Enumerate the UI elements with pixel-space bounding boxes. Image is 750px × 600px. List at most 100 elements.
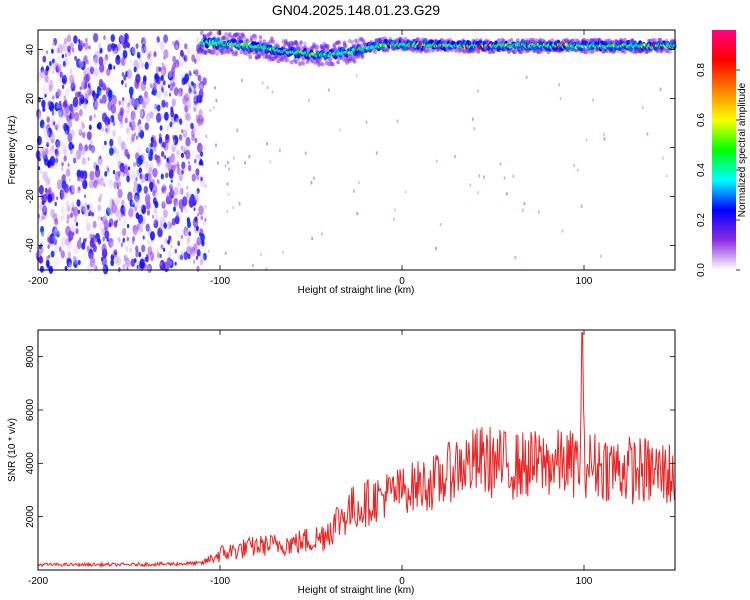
heatmap-cell bbox=[152, 214, 155, 219]
heatmap-cell bbox=[128, 207, 134, 218]
heatmap-cell bbox=[167, 162, 173, 172]
heatmap-cell bbox=[591, 49, 595, 54]
heatmap-cell bbox=[57, 64, 62, 72]
heatmap-cell bbox=[49, 148, 54, 158]
snr-x-ticks: -200 -100 0 100 bbox=[28, 330, 593, 587]
heatmap-cell bbox=[104, 54, 109, 61]
heatmap-cell bbox=[125, 245, 129, 252]
heatmap-cell bbox=[56, 228, 61, 235]
heatmap-cell bbox=[232, 205, 235, 210]
heatmap-cell bbox=[469, 183, 472, 187]
heatmap-cell bbox=[281, 250, 284, 255]
heatmap-cell bbox=[80, 154, 86, 166]
heatmap-cell bbox=[112, 73, 116, 81]
heatmap-cell bbox=[58, 117, 63, 125]
heatmap-cell bbox=[160, 173, 164, 180]
heatmap-cell bbox=[665, 174, 668, 178]
heatmap-cell bbox=[129, 121, 132, 128]
heatmap-cell bbox=[130, 120, 136, 131]
heatmap-cell bbox=[136, 51, 141, 59]
colorbar-label: Normalized spectral amplitude bbox=[737, 82, 748, 217]
heatmap-cell bbox=[172, 55, 176, 63]
heatmap-cell bbox=[148, 181, 154, 190]
heatmap-cell bbox=[42, 84, 47, 92]
heatmap-cell bbox=[39, 265, 44, 273]
heatmap-cell bbox=[111, 43, 116, 52]
heatmap-cell bbox=[592, 98, 595, 102]
heatmap-cell bbox=[192, 93, 198, 102]
heatmap-cell bbox=[170, 182, 173, 187]
heatmap-cell bbox=[174, 248, 178, 254]
heatmap-cell bbox=[87, 82, 91, 89]
heatmap-cell bbox=[195, 154, 198, 159]
heatmap-cell bbox=[167, 239, 171, 245]
heatmap-cell bbox=[148, 243, 151, 248]
heatmap-cell bbox=[195, 180, 200, 189]
heatmap-cell bbox=[171, 143, 176, 153]
heatmap-cell bbox=[65, 168, 71, 177]
heatmap-cell bbox=[53, 244, 59, 254]
heatmap-cell bbox=[150, 241, 155, 250]
heatmap-cell bbox=[192, 258, 196, 264]
spectrogram-x-axis-label: Height of straight line (km) bbox=[298, 285, 415, 296]
heatmap-cell bbox=[74, 55, 78, 62]
heatmap-cell bbox=[97, 141, 103, 152]
heatmap-cell bbox=[139, 173, 143, 180]
heatmap-cell bbox=[178, 55, 181, 60]
heatmap-cell bbox=[127, 143, 133, 153]
colorbar-gradient bbox=[712, 30, 736, 270]
heatmap-cell bbox=[174, 215, 180, 225]
heatmap-cell bbox=[188, 190, 192, 198]
heatmap-cell bbox=[50, 181, 54, 186]
y-tick-label: 20 bbox=[25, 93, 36, 105]
heatmap-cell bbox=[215, 98, 218, 103]
heatmap-cell bbox=[194, 137, 198, 143]
heatmap-cell bbox=[181, 124, 188, 135]
heatmap-cell bbox=[99, 177, 105, 186]
heatmap-cell bbox=[513, 48, 517, 53]
heatmap-cell bbox=[77, 91, 81, 98]
heatmap-cell bbox=[139, 96, 145, 105]
heatmap-cell bbox=[93, 54, 98, 64]
heatmap-cell bbox=[116, 154, 121, 162]
heatmap-cell bbox=[167, 125, 170, 130]
heatmap-cell bbox=[45, 259, 50, 268]
heatmap-cell bbox=[78, 108, 83, 117]
heatmap-cell bbox=[106, 165, 109, 171]
heatmap-cell bbox=[70, 129, 75, 138]
heatmap-cell bbox=[109, 122, 113, 128]
heatmap-cell bbox=[87, 106, 91, 114]
heatmap-cell bbox=[72, 231, 75, 236]
heatmap-cell bbox=[496, 38, 501, 43]
heatmap-cell bbox=[42, 128, 46, 136]
heatmap-cell bbox=[186, 185, 189, 190]
heatmap-cell bbox=[138, 125, 143, 133]
heatmap-cell bbox=[123, 254, 128, 262]
heatmap-cell bbox=[78, 126, 83, 134]
heatmap-cell bbox=[39, 168, 44, 175]
heatmap-cell bbox=[365, 120, 368, 124]
heatmap-cell bbox=[107, 43, 112, 52]
heatmap-cell bbox=[285, 58, 290, 63]
heatmap-cell bbox=[181, 145, 186, 152]
heatmap-cell bbox=[85, 237, 88, 242]
heatmap-cell bbox=[120, 218, 126, 228]
heatmap-cell bbox=[98, 159, 102, 167]
heatmap-cell bbox=[120, 141, 126, 151]
heatmap-cell bbox=[118, 100, 121, 106]
heatmap-cell bbox=[68, 178, 71, 182]
heatmap-cell bbox=[60, 140, 64, 148]
heatmap-cell bbox=[38, 166, 41, 171]
heatmap-cell bbox=[200, 30, 204, 36]
heatmap-cell bbox=[174, 40, 180, 51]
heatmap-cell bbox=[134, 192, 140, 203]
heatmap-cell bbox=[453, 154, 456, 159]
heatmap-cell bbox=[97, 121, 102, 130]
heatmap-cell bbox=[44, 129, 50, 139]
heatmap-cell bbox=[196, 48, 200, 55]
heatmap-cell bbox=[161, 99, 166, 108]
heatmap-cell bbox=[196, 94, 201, 103]
heatmap-cell bbox=[167, 250, 172, 259]
heatmap-cell bbox=[72, 96, 79, 108]
heatmap-cell bbox=[54, 201, 57, 207]
